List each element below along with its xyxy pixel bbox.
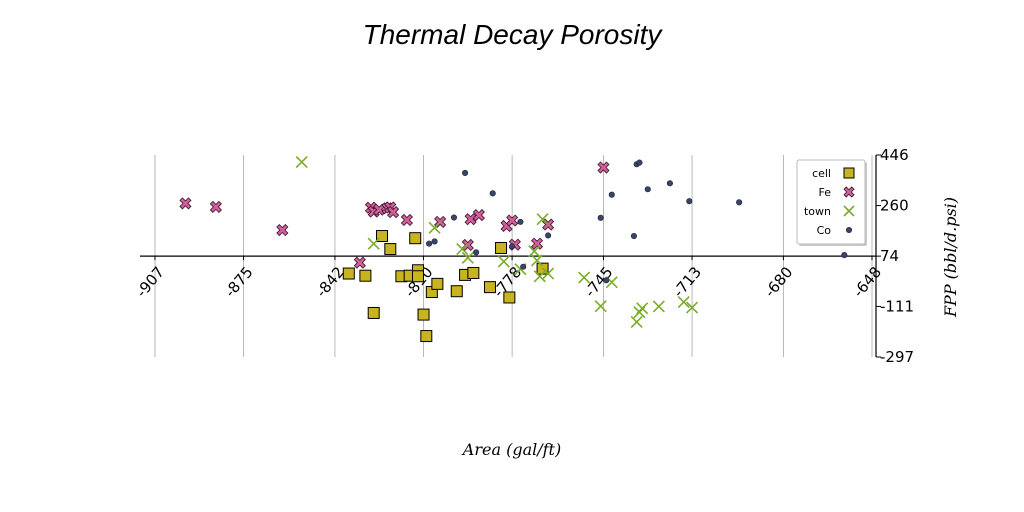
x-tick-label-8: -648 [849, 263, 885, 301]
x-tick-label-6: -713 [669, 263, 705, 301]
x-tick-label-1: -875 [221, 263, 257, 301]
legend-label-town: town [804, 205, 831, 218]
point-cell-10 [417, 308, 430, 321]
point-town-13 [594, 300, 607, 313]
chart-title: Thermal Decay Porosity [363, 19, 664, 50]
point-town-12 [578, 271, 591, 284]
point-town-5 [497, 255, 510, 268]
legend-marker-fe [843, 186, 855, 198]
legend: cell Fe town Co [796, 159, 867, 246]
y-tick-labels: 446 260 74 -111 -297 [876, 146, 914, 366]
point-cell-16 [467, 266, 480, 279]
point-co-7 [517, 218, 524, 225]
x-tick-label-0: -907 [132, 263, 168, 301]
point-co-18 [686, 198, 693, 205]
point-co-10 [597, 214, 604, 221]
point-cell-9 [411, 270, 424, 283]
point-co-0 [426, 240, 433, 247]
y-tick-label-0: 446 [880, 146, 909, 164]
point-cell-2 [367, 306, 380, 319]
point-town-19 [677, 296, 690, 309]
legend-marker-town [843, 205, 855, 217]
point-cell-17 [483, 281, 496, 294]
point-co-3 [462, 169, 469, 176]
point-town-0 [295, 156, 308, 169]
point-cell-0 [342, 267, 355, 280]
point-fe-20 [597, 161, 610, 174]
point-cell-3 [376, 230, 389, 243]
point-fe-1 [209, 200, 222, 213]
legend-label-cell: cell [812, 167, 831, 180]
y-tick-label-3: -111 [880, 297, 914, 315]
point-co-6 [509, 243, 516, 250]
point-cell-7 [409, 232, 422, 245]
point-co-4 [473, 249, 480, 256]
axes [140, 155, 877, 357]
legend-label-co: Co [817, 224, 832, 237]
x-axis-label: Area (gal/ft) [461, 440, 561, 459]
point-co-19 [736, 199, 743, 206]
y-axis-label: FPP (bbl/d.psi) [941, 197, 960, 318]
point-fe-10 [400, 213, 413, 227]
point-cell-11 [420, 330, 433, 343]
legend-label-fe: Fe [819, 186, 832, 199]
x-tick-label-2: -842 [312, 263, 348, 301]
point-town-8 [530, 254, 544, 267]
point-town-7 [528, 245, 541, 258]
point-cell-14 [450, 285, 463, 298]
point-co-1 [431, 238, 438, 245]
point-cell-18 [495, 241, 508, 254]
point-fe-3 [353, 256, 366, 269]
point-town-17 [636, 302, 649, 315]
point-town-15 [630, 315, 643, 328]
point-co-11 [603, 277, 610, 284]
point-cell-1 [359, 269, 372, 282]
x-tick-label-7: -680 [761, 263, 797, 301]
point-co-5 [489, 190, 496, 197]
point-town-10 [536, 213, 549, 226]
point-co-13 [630, 232, 637, 240]
legend-marker-co [845, 226, 853, 234]
point-town-4 [461, 251, 474, 264]
point-co-9 [545, 232, 552, 239]
point-co-15 [636, 159, 643, 166]
point-co-20 [841, 251, 848, 259]
point-town-11 [542, 267, 555, 280]
point-town-1 [367, 237, 380, 250]
point-town-3 [456, 243, 469, 256]
point-co-17 [666, 180, 673, 187]
legend-box [796, 159, 866, 245]
point-town-20 [685, 301, 699, 314]
y-tick-label-4: -297 [880, 348, 914, 366]
point-town-2 [428, 221, 441, 234]
point-fe-16 [506, 214, 519, 227]
data-points [179, 156, 848, 343]
point-cell-13 [431, 277, 444, 290]
point-co-16 [644, 186, 651, 193]
point-town-9 [533, 270, 546, 283]
point-co-8 [520, 263, 527, 270]
point-fe-9 [387, 206, 400, 219]
point-fe-13 [464, 213, 477, 226]
point-fe-12 [461, 238, 474, 252]
point-fe-14 [472, 209, 485, 222]
point-fe-0 [179, 197, 192, 210]
point-cell-19 [503, 291, 516, 304]
legend-marker-cell [843, 167, 855, 179]
point-co-12 [608, 191, 615, 198]
point-fe-2 [276, 223, 289, 237]
y-tick-label-1: 260 [880, 197, 909, 215]
point-co-2 [450, 214, 458, 221]
point-cell-4 [384, 243, 397, 256]
y-tick-label-2: 74 [880, 247, 899, 265]
point-town-18 [652, 300, 665, 313]
